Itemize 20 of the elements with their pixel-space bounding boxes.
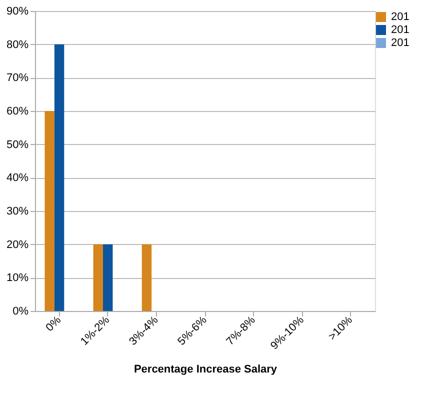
x-axis-title: Percentage Increase Salary xyxy=(134,363,278,376)
y-tick-label: 70% xyxy=(6,72,29,84)
bar xyxy=(54,44,64,311)
legend-label: 201 xyxy=(391,11,410,23)
y-tick-label: 10% xyxy=(6,272,29,284)
bar xyxy=(44,111,54,311)
legend-label: 201 xyxy=(391,24,410,36)
legend-label: 201 xyxy=(391,37,410,49)
bar xyxy=(93,244,103,311)
y-tick-label: 20% xyxy=(6,238,29,251)
y-tick-label: 80% xyxy=(6,38,29,51)
bar xyxy=(142,244,152,311)
x-tick-label: 0% xyxy=(44,314,64,334)
y-tick-label: 50% xyxy=(6,138,29,151)
y-tick-label: 0% xyxy=(12,306,29,318)
y-tick-label: 30% xyxy=(6,206,29,218)
y-tick-label: 40% xyxy=(6,172,29,184)
y-tick-label: 90% xyxy=(6,6,29,18)
y-tick-label: 60% xyxy=(6,106,29,118)
bar xyxy=(103,244,113,311)
